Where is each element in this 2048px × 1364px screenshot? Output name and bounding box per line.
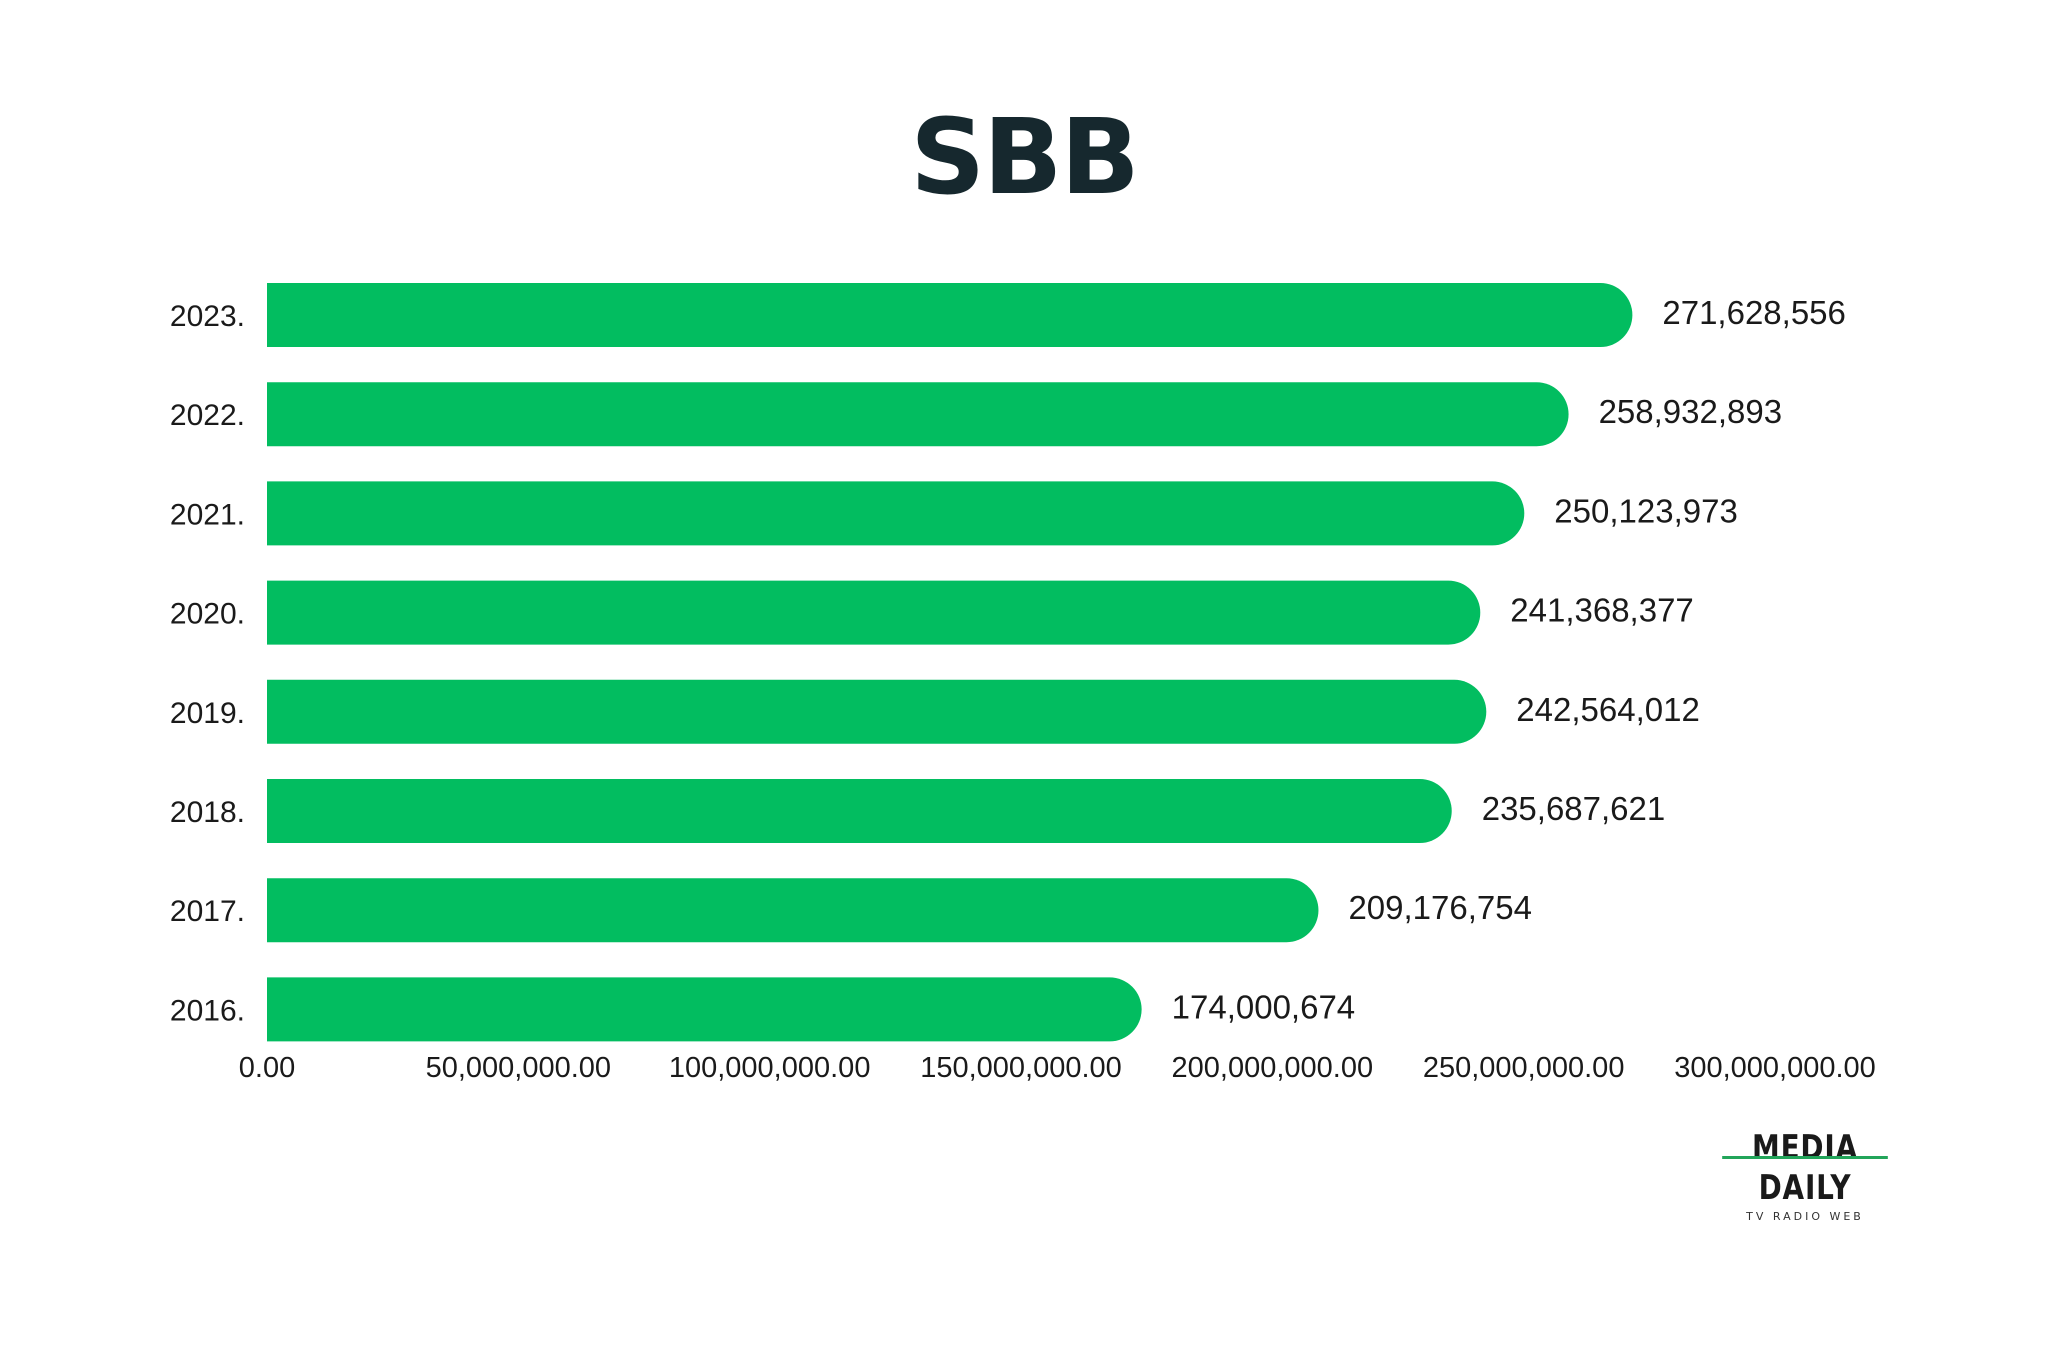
category-label: 2019.	[170, 697, 245, 730]
value-label: 235,687,621	[1482, 790, 1666, 827]
bar-2023	[267, 283, 1633, 347]
logo-name: MEDIA DAILY	[1719, 1128, 1891, 1208]
value-label: 242,564,012	[1516, 691, 1700, 728]
value-label: 209,176,754	[1348, 889, 1532, 926]
category-label: 2021.	[170, 498, 245, 531]
category-label: 2020.	[170, 598, 245, 631]
category-label: 2017.	[170, 895, 245, 928]
bar-2016	[267, 977, 1142, 1042]
bar-2022	[267, 382, 1569, 447]
bar-2019	[267, 679, 1487, 744]
chart-title: SBB	[910, 96, 1139, 218]
value-label: 258,932,893	[1599, 393, 1783, 430]
x-tick-label: 250,000,000.00	[1423, 1052, 1625, 1084]
x-tick-label: 0.00	[239, 1052, 295, 1084]
bar-2020	[267, 580, 1481, 645]
bar-2021	[267, 481, 1525, 546]
media-daily-logo: MEDIA DAILY TV RADIO WEB	[1700, 1128, 1910, 1223]
x-tick-label: 300,000,000.00	[1674, 1052, 1876, 1084]
value-label: 271,628,556	[1662, 294, 1846, 331]
x-tick-label: 100,000,000.00	[669, 1052, 871, 1084]
category-label: 2022.	[170, 399, 245, 432]
category-label: 2016.	[170, 994, 245, 1027]
category-label: 2023.	[170, 300, 245, 333]
x-tick-label: 150,000,000.00	[920, 1052, 1122, 1084]
category-label: 2018.	[170, 796, 245, 829]
bar-2017	[267, 878, 1319, 943]
bar-2018	[267, 779, 1452, 843]
x-tick-label: 200,000,000.00	[1172, 1052, 1374, 1084]
value-label: 174,000,674	[1172, 988, 1356, 1025]
logo-tagline: TV RADIO WEB	[1746, 1210, 1864, 1223]
value-label: 250,123,973	[1554, 492, 1738, 529]
x-tick-label: 50,000,000.00	[426, 1052, 611, 1084]
value-label: 241,368,377	[1510, 592, 1694, 629]
